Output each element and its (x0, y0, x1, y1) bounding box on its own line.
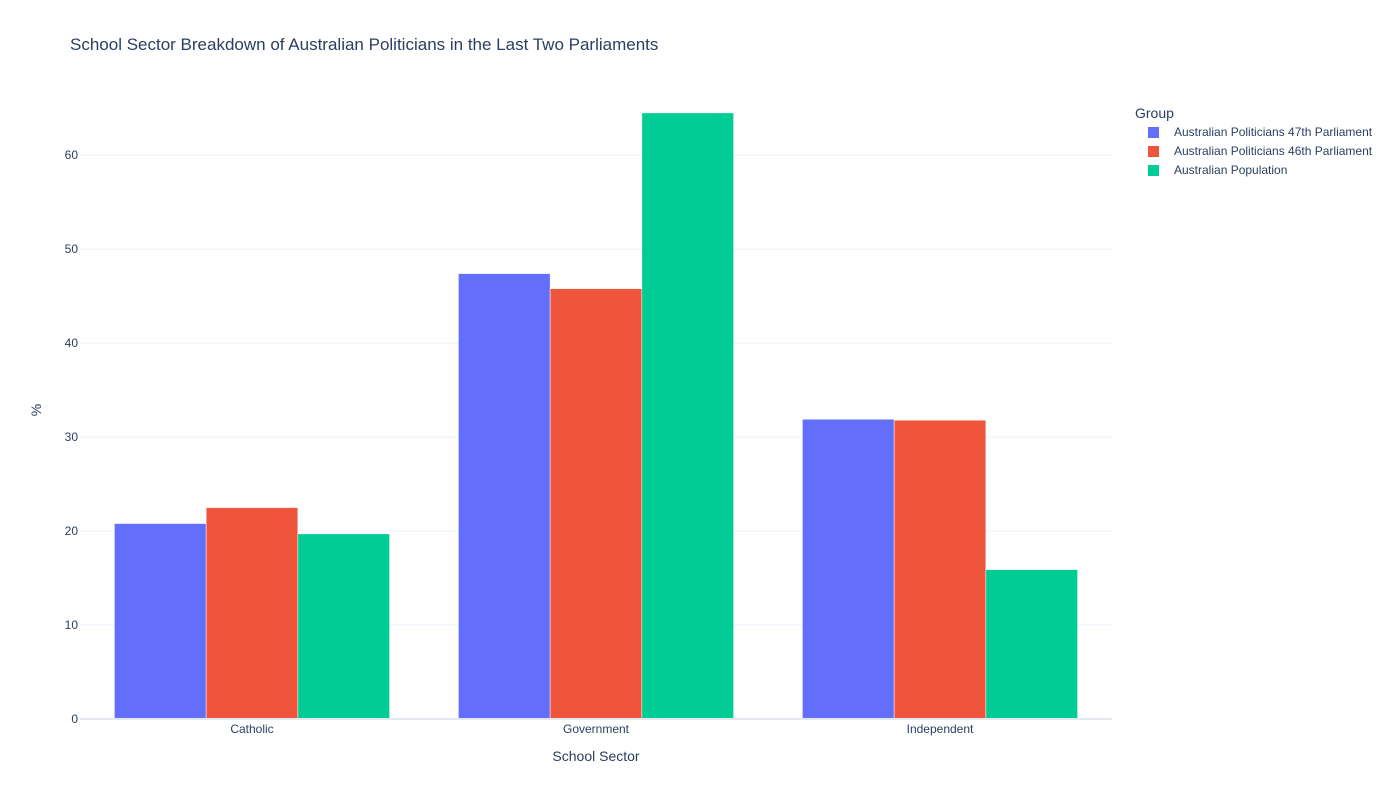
chart-title: School Sector Breakdown of Australian Po… (70, 35, 658, 54)
y-tick-label: 30 (65, 430, 79, 444)
bar-catholic-series-3 (297, 533, 390, 720)
y-tick-label: 60 (65, 148, 79, 162)
legend-label-3: Australian Population (1174, 163, 1287, 177)
bar-catholic-series-1 (114, 523, 207, 720)
bar-catholic-series-2 (205, 507, 299, 720)
y-tick-label: 50 (65, 242, 79, 256)
legend: Group Australian Politicians 47th Parlia… (1135, 105, 1373, 177)
bar-government-series-2 (549, 288, 643, 720)
bar-independent-series-3 (985, 569, 1078, 720)
x-tick-label-government: Government (563, 722, 630, 736)
bars (80, 112, 1112, 720)
y-tick-label: 0 (71, 712, 78, 726)
y-tick-label: 10 (65, 618, 79, 632)
x-tick-label-independent: Independent (907, 722, 974, 736)
bar-independent-series-1 (802, 418, 895, 720)
x-tick-label-catholic: Catholic (230, 722, 273, 736)
y-tick-label: 40 (65, 336, 79, 350)
y-axis-title: % (28, 404, 44, 416)
legend-label-2: Australian Politicians 46th Parliament (1174, 144, 1373, 158)
legend-swatch-3 (1148, 165, 1159, 176)
y-tick-label: 20 (65, 524, 79, 538)
legend-swatch-2 (1148, 146, 1159, 157)
bar-government-series-1 (458, 273, 551, 720)
legend-label-1: Australian Politicians 47th Parliament (1174, 125, 1373, 139)
legend-title: Group (1135, 105, 1174, 121)
x-axis-title: School Sector (552, 748, 639, 764)
y-tick-labels: 0 10 20 30 40 50 60 (65, 148, 79, 726)
bar-government-series-3 (641, 112, 734, 720)
legend-swatch-1 (1148, 127, 1159, 138)
bar-independent-series-2 (893, 419, 987, 720)
x-tick-labels: Catholic Government Independent (230, 722, 974, 736)
